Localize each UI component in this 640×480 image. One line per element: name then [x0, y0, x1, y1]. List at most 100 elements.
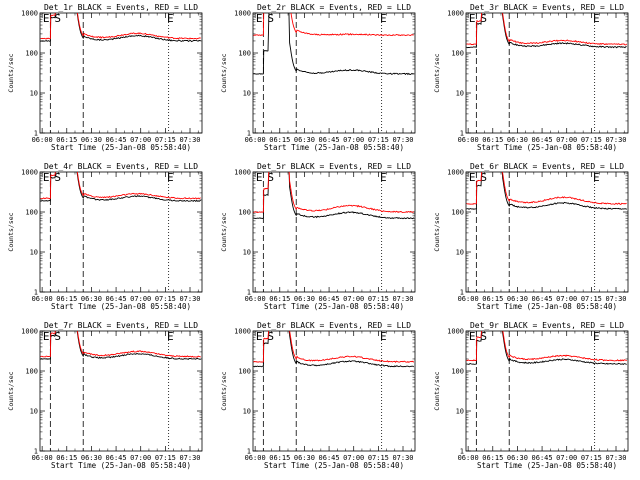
y-tick-label: 1000	[234, 169, 251, 177]
y-tick-label: 1	[247, 448, 251, 456]
time-marker-label: E	[43, 171, 50, 184]
time-marker-label: S	[54, 330, 61, 343]
y-tick-label: 10	[456, 249, 464, 257]
y-tick-label: 100	[451, 368, 464, 376]
x-tick-label: 06:30	[294, 295, 315, 303]
y-tick-label: 100	[25, 209, 38, 217]
x-tick-label: 06:30	[507, 136, 528, 144]
y-tick-label: 1000	[447, 328, 464, 336]
time-marker-label: E	[593, 12, 600, 25]
time-marker-label: S	[54, 171, 61, 184]
x-tick-label: 06:15	[482, 295, 503, 303]
time-marker-label: S	[480, 12, 487, 25]
x-tick-label: 07:30	[392, 454, 413, 462]
plot-frame	[465, 12, 629, 134]
series-events-line	[466, 172, 628, 210]
time-marker-label: E	[380, 12, 387, 25]
panel-1: Det_1r BLACK = Events, RED = LLD 1 10 100 10…	[7, 3, 203, 152]
x-tick-label: 07:30	[179, 454, 200, 462]
x-tick-label: 07:00	[343, 136, 364, 144]
x-tick-label: 06:30	[81, 295, 102, 303]
time-marker-label: E	[256, 330, 263, 343]
x-tick-label: 07:15	[581, 136, 602, 144]
y-tick-label: 10	[243, 408, 251, 416]
series-lld-line	[40, 13, 201, 40]
y-tick-label: 1	[247, 289, 251, 297]
x-tick-label: 07:15	[368, 136, 389, 144]
x-axis-label: Start Time (25-Jan-08 05:58:40)	[477, 302, 617, 311]
time-marker-label: E	[43, 12, 50, 25]
x-tick-label: 07:15	[581, 454, 602, 462]
panel-title: Det_9r BLACK = Events, RED = LLD	[470, 321, 624, 330]
panel-6: Det_6r BLACK = Events, RED = LLD 1 10 100 10…	[433, 162, 629, 311]
y-tick-label: 100	[451, 50, 464, 58]
x-tick-label: 07:15	[155, 295, 176, 303]
y-tick-label: 10	[456, 90, 464, 98]
x-tick-label: 06:45	[532, 295, 553, 303]
x-axis-label: Start Time (25-Jan-08 05:58:40)	[264, 461, 404, 470]
x-tick-label: 07:00	[130, 295, 151, 303]
time-marker-label: E	[43, 330, 50, 343]
y-tick-label: 1000	[447, 10, 464, 18]
x-tick-label: 07:30	[605, 136, 626, 144]
x-tick-label: 06:45	[532, 454, 553, 462]
time-marker-label: E	[167, 171, 174, 184]
x-tick-label: 06:00	[32, 454, 53, 462]
x-tick-label: 07:15	[368, 454, 389, 462]
series-lld-line	[253, 172, 415, 214]
x-tick-label: 06:45	[532, 136, 553, 144]
panel-title: Det_5r BLACK = Events, RED = LLD	[257, 162, 411, 171]
y-tick-label: 100	[25, 50, 38, 58]
time-marker-label: E	[380, 171, 387, 184]
y-tick-label: 100	[238, 368, 251, 376]
x-tick-label: 07:00	[343, 454, 364, 462]
x-axis-label: Start Time (25-Jan-08 05:58:40)	[264, 143, 404, 152]
y-tick-label: 100	[25, 368, 38, 376]
x-tick-label: 07:00	[556, 295, 577, 303]
time-marker-label: E	[469, 12, 476, 25]
plot-frame	[252, 330, 416, 452]
x-tick-label: 06:45	[106, 295, 127, 303]
series-lld-line	[466, 172, 627, 205]
y-tick-label: 10	[30, 408, 38, 416]
y-axis-label: Counts/sec	[220, 212, 228, 251]
x-tick-label: 07:30	[392, 136, 413, 144]
y-axis-label: Counts/sec	[220, 53, 228, 92]
panel-title: Det_7r BLACK = Events, RED = LLD	[44, 321, 198, 330]
x-tick-label: 06:15	[269, 295, 290, 303]
y-tick-label: 1000	[21, 169, 38, 177]
x-tick-label: 06:30	[81, 136, 102, 144]
x-tick-label: 07:00	[130, 454, 151, 462]
time-marker-label: E	[256, 12, 263, 25]
x-tick-label: 07:30	[605, 454, 626, 462]
panel-title: Det_3r BLACK = Events, RED = LLD	[470, 3, 624, 12]
plot-frame	[465, 171, 629, 293]
x-axis-label: Start Time (25-Jan-08 05:58:40)	[51, 461, 191, 470]
series-events-line	[466, 13, 627, 49]
plot-frame	[39, 171, 203, 293]
y-tick-label: 1000	[234, 10, 251, 18]
time-marker-label: E	[167, 12, 174, 25]
plot-frame	[252, 12, 416, 134]
time-marker-label: E	[256, 171, 263, 184]
y-tick-label: 1	[460, 289, 464, 297]
time-marker-label: S	[54, 12, 61, 25]
x-tick-label: 06:00	[458, 295, 479, 303]
x-tick-label: 06:45	[106, 454, 127, 462]
x-tick-label: 06:00	[245, 136, 266, 144]
x-tick-label: 07:30	[392, 295, 413, 303]
series-lld-line	[253, 13, 414, 37]
time-marker-label: E	[593, 330, 600, 343]
series-lld-line	[253, 331, 415, 364]
series-events-line	[40, 13, 201, 43]
plot-frame	[39, 12, 203, 134]
panel-title: Det_4r BLACK = Events, RED = LLD	[44, 162, 198, 171]
x-tick-label: 06:00	[458, 454, 479, 462]
x-tick-label: 06:00	[245, 454, 266, 462]
y-axis-label: Counts/sec	[433, 53, 441, 92]
y-tick-label: 10	[30, 90, 38, 98]
series-events-line	[253, 331, 415, 368]
x-tick-label: 06:45	[319, 454, 340, 462]
plot-frame	[252, 171, 416, 293]
x-tick-label: 06:00	[32, 136, 53, 144]
